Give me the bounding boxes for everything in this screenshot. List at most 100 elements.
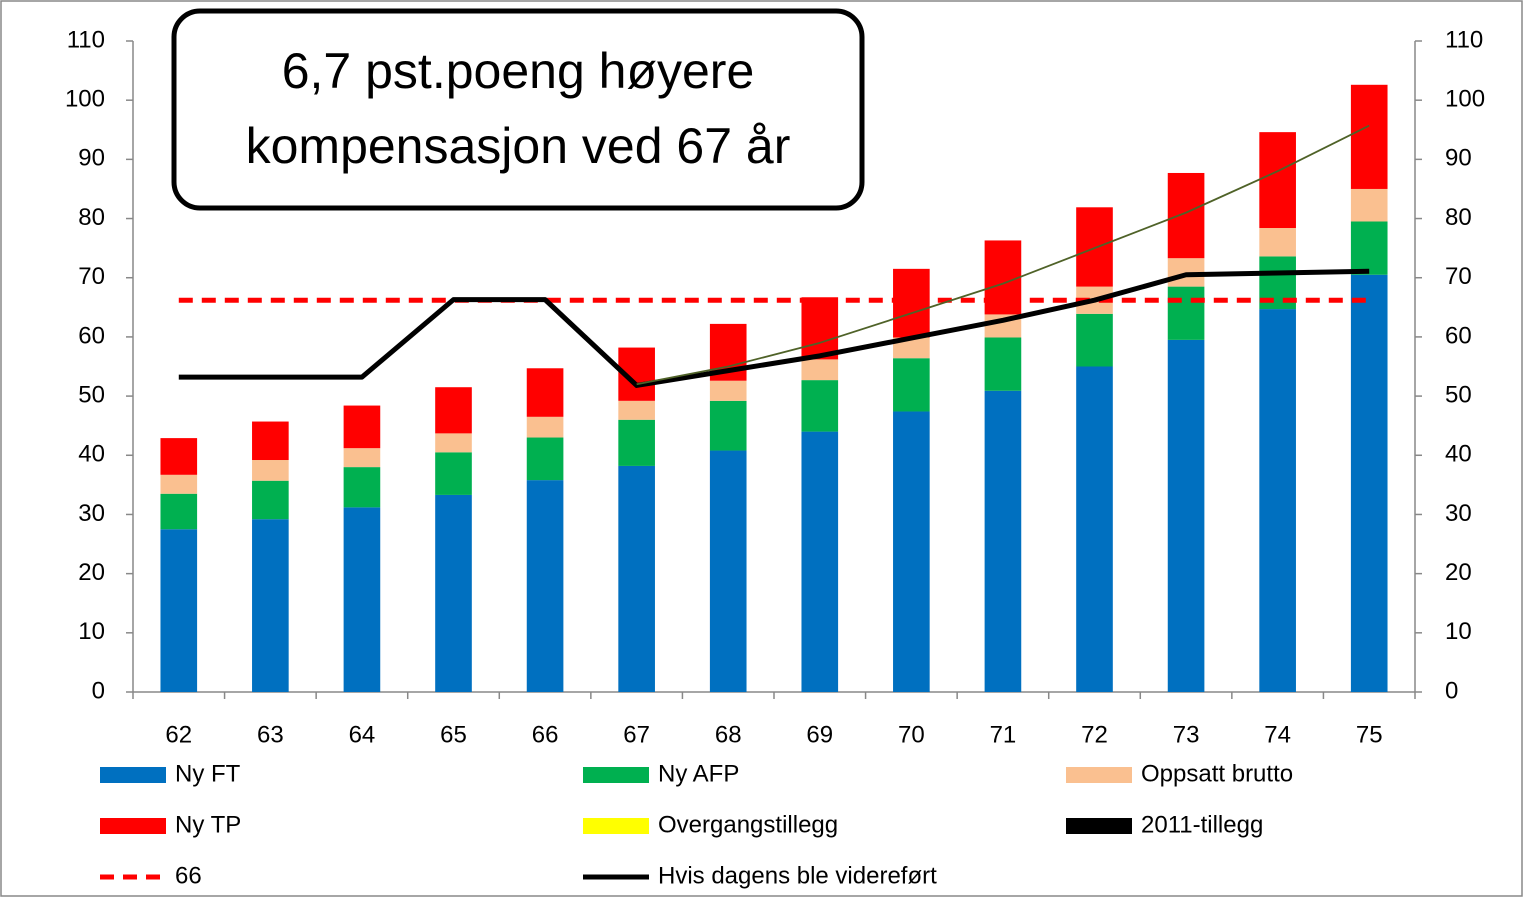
y-tick-label: 10 (78, 618, 105, 645)
bar (709, 450, 747, 692)
legend-label: Hvis dagens ble videreført (658, 862, 937, 889)
bar (801, 359, 839, 381)
bar (343, 467, 381, 508)
y-tick-label: 30 (78, 500, 105, 527)
bar (801, 297, 839, 360)
y-tick-label: 40 (78, 441, 105, 468)
bar (435, 387, 472, 434)
bar (984, 337, 1022, 391)
bar (343, 405, 381, 449)
legend-swatch (583, 818, 649, 834)
x-tick-label: 71 (990, 721, 1017, 748)
legend-swatch (100, 818, 166, 834)
bar (252, 460, 289, 481)
bar (252, 519, 289, 692)
bar (435, 452, 472, 495)
bar (709, 400, 747, 451)
y2-tick-label: 10 (1445, 618, 1472, 645)
legend-label: Ny FT (175, 760, 241, 787)
legend-label: Ny AFP (658, 760, 739, 787)
bar (160, 493, 198, 530)
bar (1350, 221, 1388, 275)
bar (1076, 207, 1113, 287)
legend-swatch (1066, 767, 1132, 783)
x-tick-label: 67 (623, 721, 650, 748)
x-tick-label: 68 (715, 721, 742, 748)
bar (1076, 366, 1113, 692)
annotation: 6,7 pst.poeng høyere (282, 43, 755, 99)
bar (1350, 274, 1388, 692)
bar (1259, 309, 1296, 692)
x-tick-label: 63 (257, 721, 284, 748)
bar (1167, 286, 1205, 340)
line (636, 124, 1370, 386)
bar (1350, 188, 1388, 222)
bar (160, 474, 198, 494)
x-tick-label: 64 (349, 721, 376, 748)
bar (893, 411, 930, 692)
y2-tick-label: 100 (1445, 86, 1485, 113)
x-tick-label: 66 (532, 721, 559, 748)
bar (526, 416, 564, 438)
y2-tick-label: 40 (1445, 441, 1472, 468)
y-tick-label: 80 (78, 204, 105, 231)
bar (618, 419, 655, 466)
bar (1167, 339, 1205, 692)
y-tick-label: 0 (92, 677, 105, 704)
bar (526, 368, 564, 417)
bar (160, 438, 198, 475)
y2-tick-label: 110 (1445, 26, 1483, 53)
x-tick-label: 70 (898, 721, 925, 748)
bar (343, 448, 381, 468)
bar (1259, 228, 1296, 257)
bar (252, 480, 289, 520)
bar (1076, 313, 1113, 367)
bar (893, 268, 930, 338)
bar (1350, 84, 1388, 189)
legend-swatch (100, 767, 166, 783)
bar (709, 380, 747, 401)
y2-tick-label: 80 (1445, 204, 1472, 231)
x-tick-label: 75 (1356, 721, 1383, 748)
legend-label: Ny TP (175, 811, 241, 838)
bar (618, 400, 655, 420)
y2-tick-label: 90 (1445, 145, 1472, 172)
bar (801, 431, 839, 692)
bar (984, 390, 1022, 692)
x-tick-label: 73 (1173, 721, 1200, 748)
x-tick-label: 62 (165, 721, 192, 748)
legend-label: 66 (175, 862, 202, 889)
y-tick-label: 50 (78, 381, 105, 408)
y2-tick-label: 50 (1445, 381, 1472, 408)
bar (1259, 132, 1296, 229)
legend-swatch (583, 767, 649, 783)
annotation-box (171, 8, 865, 211)
bar (1167, 172, 1205, 259)
y-tick-label: 20 (78, 559, 105, 586)
bar (618, 465, 655, 692)
y2-tick-label: 60 (1445, 322, 1472, 349)
y2-tick-label: 20 (1445, 559, 1472, 586)
legend-label: 2011-tillegg (1141, 811, 1263, 838)
bar (435, 494, 472, 692)
x-tick-label: 69 (806, 721, 833, 748)
bar (801, 380, 839, 432)
bar (893, 337, 930, 359)
y-tick-label: 90 (78, 145, 105, 172)
x-tick-label: 74 (1264, 721, 1291, 748)
line (178, 268, 1370, 388)
annotation: kompensasjon ved 67 år (246, 118, 791, 174)
bar (343, 507, 381, 692)
legend-label: Oppsatt brutto (1141, 760, 1293, 787)
y-tick-label: 70 (78, 263, 105, 290)
legend-swatch (1066, 818, 1132, 834)
x-tick-label: 72 (1081, 721, 1108, 748)
bar (984, 240, 1022, 315)
bar (526, 437, 564, 481)
y2-tick-label: 70 (1445, 263, 1472, 290)
x-tick-label: 65 (440, 721, 467, 748)
bar (526, 480, 564, 692)
y-tick-label: 100 (65, 86, 105, 113)
plot-area: 0 10 20 30 40 50 60 70 80 90 100 110 0 10 20 30 40 50 60 70… (65, 26, 1485, 748)
